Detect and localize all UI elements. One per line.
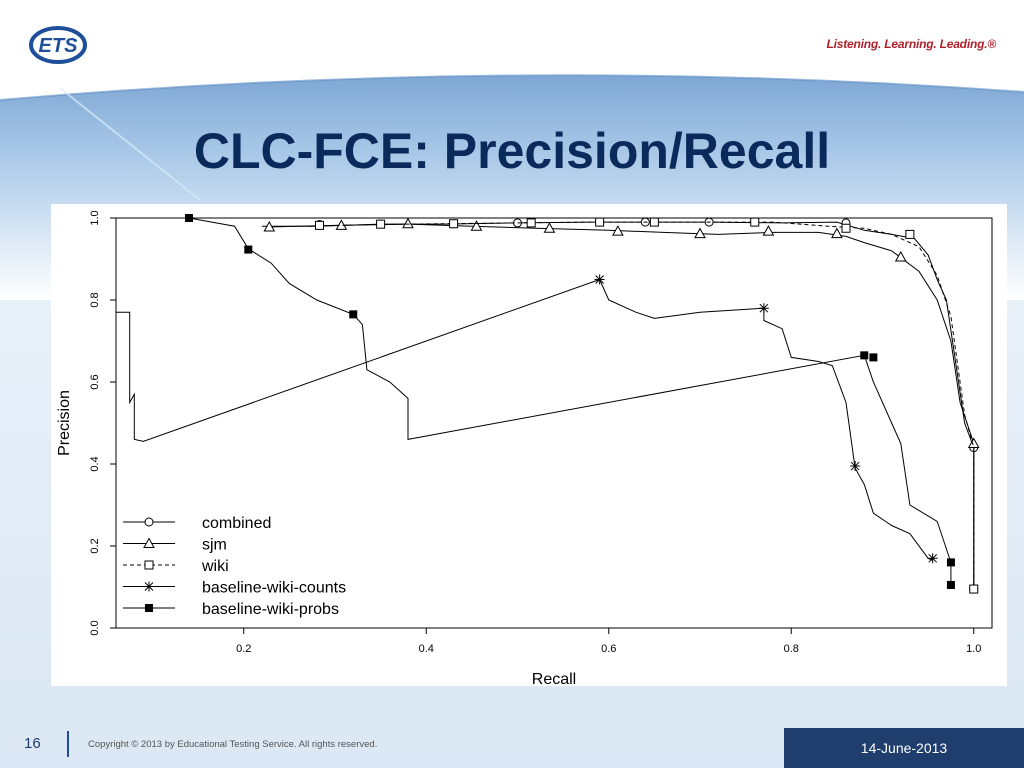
- data-point-baseline-wiki-probs: [860, 351, 869, 360]
- data-point-sjm: [543, 222, 556, 233]
- x-tick-label: 0.8: [784, 643, 799, 655]
- legend-label: baseline-wiki-counts: [202, 580, 346, 597]
- data-point-sjm: [967, 437, 980, 448]
- data-point-baseline-wiki-counts: [594, 274, 605, 285]
- legend-label: wiki: [201, 558, 229, 575]
- data-point-wiki: [969, 584, 979, 594]
- y-tick-label: 0.0: [89, 620, 101, 635]
- date-label: 14-June-2013: [784, 728, 1024, 768]
- data-point-sjm: [402, 217, 414, 229]
- legend-label: sjm: [202, 537, 227, 554]
- data-point-baseline-wiki-counts: [758, 303, 769, 314]
- data-point-sjm: [894, 250, 907, 262]
- y-axis-label: Precision: [56, 390, 73, 456]
- x-tick-label: 0.6: [601, 643, 616, 655]
- slide-number: 16: [24, 735, 41, 752]
- data-point-sjm: [762, 225, 775, 236]
- data-point-wiki: [595, 217, 605, 227]
- data-point-baseline-wiki-probs: [244, 245, 253, 254]
- series-line-baseline-wiki-probs: [116, 217, 952, 585]
- slide-title: CLC-FCE: Precision/Recall: [193, 123, 831, 179]
- data-point-wiki: [526, 218, 536, 228]
- tagline: Listening. Learning. Leading.®: [826, 37, 996, 51]
- data-point-baseline-wiki-probs: [349, 310, 358, 319]
- legend-marker: [144, 581, 154, 592]
- legend-marker: [143, 537, 155, 548]
- y-tick-label: 0.4: [89, 456, 101, 471]
- legend-marker: [145, 604, 153, 612]
- data-point-wiki: [449, 219, 459, 229]
- x-tick-label: 0.2: [236, 643, 251, 655]
- x-tick-label: 1.0: [966, 643, 981, 655]
- y-tick-label: 0.8: [89, 292, 101, 307]
- data-point-sjm: [470, 220, 483, 231]
- x-axis-label: Recall: [532, 671, 576, 686]
- data-point-sjm: [831, 227, 843, 239]
- data-point-sjm: [612, 225, 624, 236]
- logo-text: ETS: [39, 35, 79, 57]
- y-tick-label: 0.2: [89, 538, 101, 553]
- y-tick-label: 1.0: [89, 210, 101, 225]
- data-point-baseline-wiki-probs: [869, 353, 878, 362]
- data-point-wiki: [649, 217, 659, 227]
- data-point-sjm: [694, 227, 706, 239]
- data-point-baseline-wiki-counts: [927, 553, 938, 564]
- series-line-sjm: [266, 223, 975, 590]
- x-tick-label: 0.4: [419, 643, 434, 655]
- series-line-combined: [262, 221, 975, 590]
- copyright-text: Copyright © 2013 by Educational Testing …: [88, 739, 378, 750]
- data-point-sjm: [263, 220, 276, 232]
- precision-recall-chart: 0.2 0.4 0.6 0.8 1.0 0.0 0.2 0.4 0.6 0.8 1.0 Recall P…: [56, 210, 993, 686]
- data-point-baseline-wiki-probs: [946, 580, 955, 589]
- data-point-wiki: [376, 219, 386, 229]
- data-point-wiki: [905, 229, 915, 239]
- data-point-wiki: [841, 223, 851, 233]
- legend-marker: [144, 517, 154, 527]
- y-tick-label: 0.6: [89, 374, 101, 389]
- footer-divider: [67, 731, 69, 757]
- chart-panel: 0.2 0.4 0.6 0.8 1.0 0.0 0.2 0.4 0.6 0.8 1.0 Recall P…: [51, 204, 1007, 686]
- data-point-baseline-wiki-counts: [850, 461, 861, 472]
- legend-label: combined: [202, 515, 271, 532]
- data-point-wiki: [750, 217, 760, 227]
- data-point-wiki: [314, 220, 324, 230]
- legend-label: baseline-wiki-probs: [202, 601, 339, 618]
- ets-logo: ETS: [29, 26, 87, 64]
- series-line-wiki: [307, 221, 975, 590]
- series-line-baseline-wiki-counts: [116, 278, 933, 561]
- data-point-baseline-wiki-probs: [946, 558, 955, 567]
- legend-marker: [144, 560, 154, 570]
- data-point-baseline-wiki-probs: [185, 214, 193, 222]
- plot-frame: [115, 217, 993, 629]
